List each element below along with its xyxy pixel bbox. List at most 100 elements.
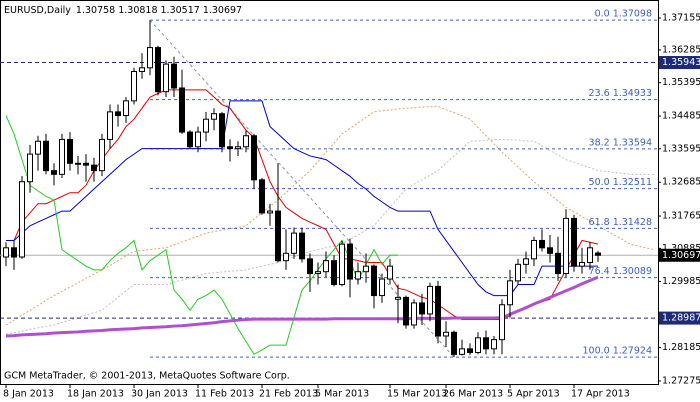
candle-body — [459, 348, 465, 355]
x-tick-label: 26 Mar 2013 — [443, 389, 503, 400]
candle-body — [563, 217, 569, 275]
candle-body — [243, 135, 249, 148]
axis-layer: 1.35943 1.28987 1.30697 1.37155 1.36285 1.353… — [3, 13, 700, 400]
candle-body — [539, 239, 545, 249]
candle-body — [483, 337, 489, 350]
fib-label: 76.4 1.30089 — [589, 266, 652, 277]
cloud-layer — [5, 105, 655, 335]
candle-body — [147, 47, 153, 69]
candle-body — [59, 138, 65, 175]
candle-body — [387, 265, 393, 280]
candle-body — [187, 131, 193, 148]
candle-body — [51, 170, 57, 175]
candle-body — [547, 247, 553, 254]
candle-body — [99, 138, 105, 172]
candle-body — [123, 100, 129, 117]
candle-body — [555, 252, 561, 275]
price-label: 1.30697 — [662, 250, 700, 261]
candle-body — [163, 63, 169, 93]
fib-label: 38.2 1.33594 — [589, 137, 652, 148]
last-low: 1.30517 — [161, 5, 200, 16]
x-tick-label: 5 Apr 2013 — [507, 389, 560, 400]
candle-body — [275, 210, 281, 262]
plot-frame — [0, 0, 659, 385]
y-tick-label: 1.37155 — [662, 13, 700, 24]
candle-body — [395, 296, 401, 300]
candle-body — [211, 113, 217, 120]
candle-body — [291, 232, 297, 254]
candle-body — [523, 258, 529, 265]
y-tick-label: 1.30885 — [662, 243, 700, 254]
fib-label: 61.8 1.31428 — [589, 217, 652, 228]
cloud-edge — [5, 105, 655, 326]
candle-body — [507, 280, 513, 306]
fib-label: 0.0 1.37098 — [595, 9, 652, 20]
candle-body — [179, 87, 185, 133]
candle-body — [171, 63, 177, 89]
candle-body — [27, 153, 33, 183]
candles-layer — [3, 20, 601, 358]
candle-body — [203, 118, 209, 133]
candle-body — [475, 337, 481, 354]
x-tick-label: 18 Jan 2013 — [67, 389, 124, 400]
candle-body — [579, 262, 585, 267]
candle-body — [251, 135, 257, 181]
candle-body — [235, 146, 241, 150]
x-tick-label: 17 Apr 2013 — [571, 389, 630, 400]
candle-body — [595, 252, 601, 256]
last-close: 1.30697 — [203, 5, 242, 16]
candle-body — [155, 47, 161, 93]
y-tick-label: 1.36285 — [662, 44, 700, 55]
candle-body — [499, 304, 505, 341]
y-tick-label: 1.33595 — [662, 143, 700, 154]
candle-body — [227, 146, 233, 150]
price-box — [659, 248, 700, 262]
candle-body — [259, 179, 265, 214]
watermark: GCM MetaTrader, © 2001-2013, MetaQuotes … — [4, 371, 290, 382]
candle-body — [83, 162, 89, 166]
candle-body — [139, 67, 145, 72]
x-tick-label: 8 Jan 2013 — [3, 389, 54, 400]
fib-label: 100.0 1.27924 — [582, 346, 652, 357]
candle-body — [75, 162, 81, 165]
fib-label: 23.6 1.34933 — [589, 88, 652, 99]
y-tick-label: 1.28185 — [662, 342, 700, 353]
candle-body — [411, 302, 417, 326]
y-tick-label: 1.35395 — [662, 77, 700, 88]
candle-body — [11, 247, 17, 258]
candle-body — [531, 239, 537, 260]
candle-body — [131, 70, 137, 102]
level-label: 1.28987 — [662, 313, 700, 324]
candle-body — [571, 217, 577, 267]
candle-body — [283, 252, 289, 262]
candle-body — [107, 111, 113, 140]
candle-body — [491, 339, 497, 350]
y-tick-label: 1.32685 — [662, 177, 700, 188]
level-box — [659, 56, 700, 70]
candle-body — [315, 271, 321, 275]
last-high: 1.30818 — [118, 5, 157, 16]
candle-body — [19, 181, 25, 258]
fib-label: 50.0 1.32511 — [589, 177, 652, 188]
candle-body — [371, 265, 377, 297]
candle-body — [195, 131, 201, 148]
candle-body — [363, 265, 369, 273]
level-label: 1.35943 — [662, 57, 700, 68]
y-tick-label: 1.29985 — [662, 276, 700, 287]
last-open: 1.30758 — [76, 5, 115, 16]
candle-body — [91, 164, 97, 172]
candle-body — [355, 271, 361, 280]
y-tick-label: 1.27275 — [662, 375, 700, 386]
cloud-edge — [5, 138, 654, 335]
candle-body — [403, 296, 409, 326]
candle-body — [347, 243, 353, 280]
candle-body — [443, 331, 449, 337]
y-tick-label: 1.34485 — [662, 111, 700, 122]
x-tick-label: 15 Mar 2013 — [387, 389, 447, 400]
candle-body — [331, 260, 337, 286]
candle-body — [515, 263, 521, 282]
candle-body — [467, 348, 473, 354]
x-tick-label: 21 Feb 2013 — [259, 389, 318, 400]
x-tick-label: 11 Feb 2013 — [195, 389, 254, 400]
